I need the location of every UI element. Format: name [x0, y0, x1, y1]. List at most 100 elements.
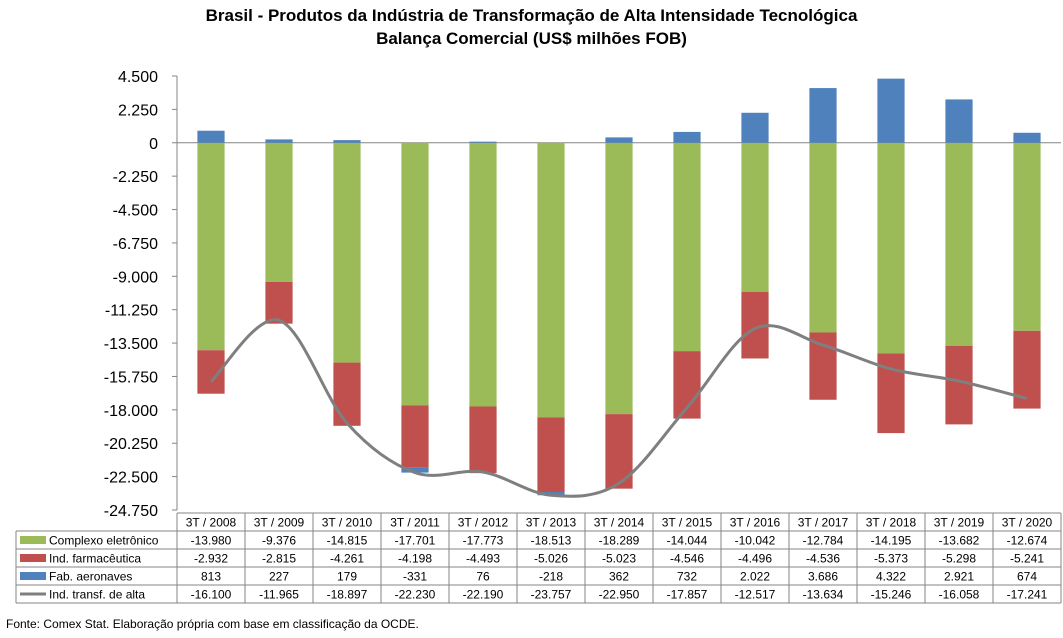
y-tick-label: -13.500 — [104, 336, 158, 353]
x-category-label: 3T / 2014 — [594, 516, 645, 530]
data-label: -17.241 — [1007, 588, 1048, 602]
data-label: -23.757 — [531, 588, 572, 602]
data-label: -13.634 — [803, 588, 844, 602]
data-label: -12.784 — [803, 534, 844, 548]
data-label: -22.190 — [463, 588, 504, 602]
data-label: -5.026 — [534, 552, 568, 566]
data-label: -2.932 — [194, 552, 228, 566]
data-label: -15.246 — [871, 588, 912, 602]
x-category-label: 3T / 2009 — [254, 516, 305, 530]
data-label: 179 — [337, 570, 357, 584]
data-label: -13.682 — [939, 534, 980, 548]
data-label: -17.857 — [667, 588, 708, 602]
series-line — [209, 318, 1028, 498]
bar — [605, 137, 633, 143]
y-tick-label: -24.750 — [104, 503, 158, 520]
data-label: -5.298 — [942, 552, 976, 566]
x-category-label: 3T / 2011 — [390, 516, 440, 530]
data-label: -18.289 — [599, 534, 640, 548]
bar — [265, 142, 293, 282]
x-category-label: 3T / 2020 — [1002, 516, 1053, 530]
data-label: 2.921 — [944, 570, 974, 584]
source-note: Fonte: Comex Stat. Elaboração própria co… — [6, 617, 419, 631]
y-tick-label: -6.750 — [113, 236, 158, 253]
x-category-label: 3T / 2019 — [934, 516, 985, 530]
legend-label: Fab. aeronaves — [49, 570, 132, 584]
bar — [469, 406, 497, 474]
bar — [1013, 142, 1041, 331]
data-label: -22.230 — [395, 588, 436, 602]
bar — [537, 417, 565, 493]
data-label: 2.022 — [740, 570, 770, 584]
bar — [945, 99, 973, 143]
bar — [877, 78, 905, 143]
data-label: 4.322 — [876, 570, 906, 584]
bar — [945, 345, 973, 425]
bar — [537, 492, 565, 496]
data-label: -12.517 — [735, 588, 776, 602]
data-label: -22.950 — [599, 588, 640, 602]
data-label: -10.042 — [735, 534, 776, 548]
data-label: -14.195 — [871, 534, 912, 548]
bar — [945, 142, 973, 346]
x-category-label: 3T / 2015 — [662, 516, 713, 530]
legend-key — [20, 554, 46, 562]
data-label: 674 — [1017, 570, 1037, 584]
y-tick-label: 4.500 — [118, 69, 158, 86]
bar — [809, 142, 837, 333]
bar — [265, 281, 293, 324]
data-label: -18.897 — [327, 588, 368, 602]
bar — [673, 131, 701, 143]
data-label: -4.261 — [330, 552, 364, 566]
bar — [401, 142, 429, 406]
y-tick-label: 2.250 — [118, 102, 158, 119]
legend-key — [20, 572, 46, 580]
bar — [333, 362, 361, 426]
y-tick-label: 0 — [149, 136, 158, 153]
bar — [741, 142, 769, 292]
bar — [401, 467, 429, 473]
bar — [469, 142, 497, 407]
x-category-label: 3T / 2018 — [866, 516, 917, 530]
x-category-label: 3T / 2012 — [458, 516, 509, 530]
data-label: -2.815 — [262, 552, 296, 566]
legend-label: Ind. transf. de alta — [49, 588, 145, 602]
data-label: 813 — [201, 570, 221, 584]
data-label: -5.023 — [602, 552, 636, 566]
data-label: -18.513 — [531, 534, 572, 548]
x-category-label: 3T / 2017 — [798, 516, 849, 530]
data-label: -13.980 — [191, 534, 232, 548]
y-tick-label: -4.500 — [113, 203, 158, 220]
y-tick-label: -2.250 — [113, 169, 158, 186]
data-label: -5.373 — [874, 552, 908, 566]
bar — [605, 142, 633, 415]
bar — [333, 142, 361, 363]
x-category-label: 3T / 2008 — [186, 516, 237, 530]
data-label: -4.493 — [466, 552, 500, 566]
data-label: -16.058 — [939, 588, 980, 602]
chart-title: Brasil - Produtos da Indústria de Transf… — [205, 6, 858, 25]
bar — [265, 139, 293, 143]
bar — [1013, 132, 1041, 143]
bar — [401, 405, 429, 468]
legend-label: Complexo eletrônico — [49, 534, 159, 548]
bar — [741, 112, 769, 143]
bar — [877, 142, 905, 354]
y-tick-label: -9.000 — [113, 269, 158, 286]
legend-key — [20, 536, 46, 544]
bar — [197, 130, 225, 143]
legend-label: Ind. farmacêutica — [49, 552, 141, 566]
data-label: -11.965 — [259, 588, 299, 602]
data-label: -12.674 — [1007, 534, 1048, 548]
data-label: -14.044 — [667, 534, 708, 548]
x-category-label: 3T / 2016 — [730, 516, 781, 530]
y-tick-label: -11.250 — [105, 303, 158, 320]
data-label: -14.815 — [327, 534, 368, 548]
bar — [537, 142, 565, 418]
data-label: -331 — [403, 570, 427, 584]
data-label: -17.773 — [463, 534, 504, 548]
y-tick-label: -22.500 — [104, 470, 158, 487]
data-label: -5.241 — [1010, 552, 1044, 566]
y-tick-label: -18.000 — [104, 403, 158, 420]
